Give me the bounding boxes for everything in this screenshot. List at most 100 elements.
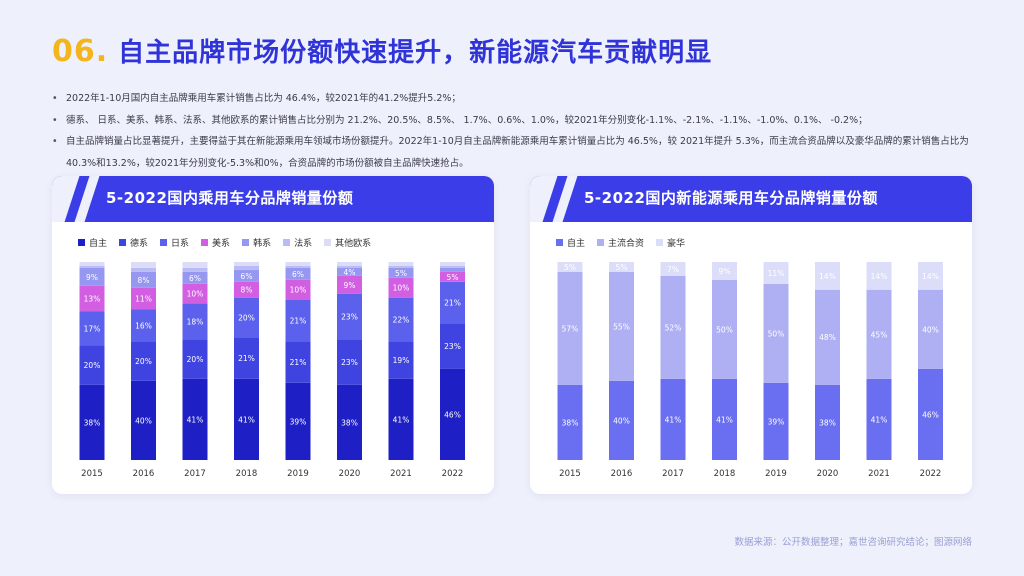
data-label: 6% [292, 270, 304, 279]
data-label: 5% [395, 269, 407, 278]
bar-segment-主流合资 [712, 279, 737, 379]
bar-segment-主流合资 [763, 283, 789, 383]
bar-segment-其他欧系 [285, 262, 311, 266]
x-tick-label: 2022 [920, 469, 942, 479]
bullet-item: 德系、 日系、美系、韩系、法系、其他欧系的累计销售占比分别为 21.2%、20.… [52, 110, 982, 132]
data-label: 14% [819, 272, 836, 281]
bar-segment-主流合资 [866, 289, 892, 379]
chart-title: 5-2022国内新能源乘用车分品牌销量份额 [584, 189, 878, 207]
bar-segment-韩系 [440, 267, 465, 272]
bar-segment-自主 [660, 378, 686, 460]
bar-segment-豪华 [609, 262, 634, 272]
bar-segment-自主 [440, 368, 465, 460]
data-label: 40% [922, 325, 939, 334]
chart-title: 5-2022国内乘用车分品牌销量份额 [106, 189, 354, 207]
chart-legend: 自主 德系 日系 美系 韩系 法系 其他欧系 [78, 236, 383, 249]
bar-segment-自主 [763, 382, 789, 460]
bar-segment-自主 [388, 378, 414, 460]
legend-item: 法系 [283, 236, 312, 249]
data-label: 38% [84, 418, 101, 427]
bar-segment-德系 [388, 341, 414, 379]
legend-swatch [597, 239, 605, 246]
bar-segment-美系 [440, 271, 465, 282]
data-label: 17% [84, 324, 101, 333]
data-label: 11% [135, 295, 152, 304]
bar-segment-其他欧系 [440, 262, 465, 266]
x-tick-label: 2016 [133, 469, 155, 479]
bar-segment-德系 [182, 339, 208, 379]
bar-segment-自主 [131, 380, 156, 460]
data-label: 40% [135, 416, 152, 425]
data-label: 6% [189, 274, 201, 283]
legend-swatch [201, 239, 209, 246]
bar-segment-其他欧系 [234, 262, 259, 266]
bullet-item: 自主品牌销量占比显著提升，主要得益于其在新能源乘用车领域市场份额提升。2022年… [52, 131, 982, 174]
legend-item: 豪华 [656, 236, 685, 249]
x-tick-label: 2019 [287, 469, 309, 479]
bar-segment-豪华 [815, 262, 840, 290]
stacked-bar-chart: 38% 20% 17% 13% 9% 2015 40% 20% 16% 11% 8% 2016 41% 2… [79, 262, 465, 479]
bar-segment-韩系 [182, 271, 208, 284]
data-label: 55% [613, 322, 630, 331]
bar-segment-其他欧系 [79, 262, 105, 266]
legend-swatch [556, 239, 563, 246]
legend-label: 自主 [567, 239, 586, 249]
data-label: 8% [241, 286, 253, 295]
data-label: 5% [616, 263, 628, 272]
data-label: 21% [444, 299, 461, 308]
bar-segment-日系 [388, 297, 414, 342]
data-label: 19% [393, 356, 410, 365]
data-label: 7% [667, 265, 679, 274]
bar-segment-豪华 [557, 262, 583, 272]
bar-segment-豪华 [918, 262, 943, 290]
bar-segment-豪华 [763, 262, 789, 284]
legend-label: 日系 [171, 239, 190, 249]
data-label: 21% [290, 316, 307, 325]
data-label: 23% [444, 342, 461, 351]
bar-segment-法系 [285, 265, 311, 268]
data-label: 23% [341, 312, 358, 321]
legend-item: 德系 [119, 236, 148, 249]
legend-swatch [324, 239, 332, 246]
data-label: 9% [719, 267, 731, 276]
chart-header: 5-2022国内乘用车分品牌销量份额 [52, 176, 494, 222]
legend-label: 韩系 [253, 239, 272, 249]
legend-swatch [119, 239, 127, 246]
data-label: 10% [393, 284, 410, 293]
bar-segment-日系 [79, 311, 105, 346]
bar-segment-其他欧系 [131, 262, 156, 268]
data-label: 41% [716, 415, 733, 424]
bar-segment-豪华 [866, 262, 892, 290]
data-label: 46% [444, 410, 461, 419]
bar-segment-主流合资 [918, 289, 943, 369]
bar-segment-韩系 [285, 267, 311, 280]
bar-segment-韩系 [131, 271, 156, 288]
x-tick-label: 2020 [817, 469, 839, 479]
data-label: 18% [187, 317, 204, 326]
data-label: 23% [341, 358, 358, 367]
data-label: 48% [819, 333, 836, 342]
bar-segment-日系 [440, 281, 465, 324]
bar-segment-自主 [918, 368, 943, 460]
bar-segment-其他欧系 [182, 262, 208, 268]
legend-swatch [283, 239, 291, 246]
data-label: 45% [871, 330, 888, 339]
legend-item: 自主 [556, 236, 585, 249]
bar-segment-日系 [182, 303, 208, 340]
chart-panel-passenger: 5-2022国内乘用车分品牌销量份额 自主 德系 日系 美系 韩系 法系 其他欧系 38% 2… [52, 176, 494, 494]
data-label: 41% [393, 415, 410, 424]
bar-segment-美系 [337, 275, 362, 294]
data-label: 22% [393, 315, 410, 324]
bar-segment-主流合资 [609, 271, 634, 381]
legend-label: 美系 [212, 239, 231, 249]
legend-item: 其他欧系 [324, 236, 371, 249]
legend-item: 韩系 [242, 236, 271, 249]
data-label: 20% [238, 313, 255, 322]
bar-segment-法系 [79, 265, 105, 268]
bar-segment-美系 [79, 285, 105, 312]
data-label: 10% [290, 286, 307, 295]
summary-bullets: 2022年1-10月国内自主品牌乘用车累计销售占比为 46.4%，较2021年的… [52, 88, 982, 174]
bar-segment-其他欧系 [337, 262, 362, 266]
bar-segment-自主 [557, 384, 583, 460]
legend-label: 其他欧系 [335, 239, 372, 249]
